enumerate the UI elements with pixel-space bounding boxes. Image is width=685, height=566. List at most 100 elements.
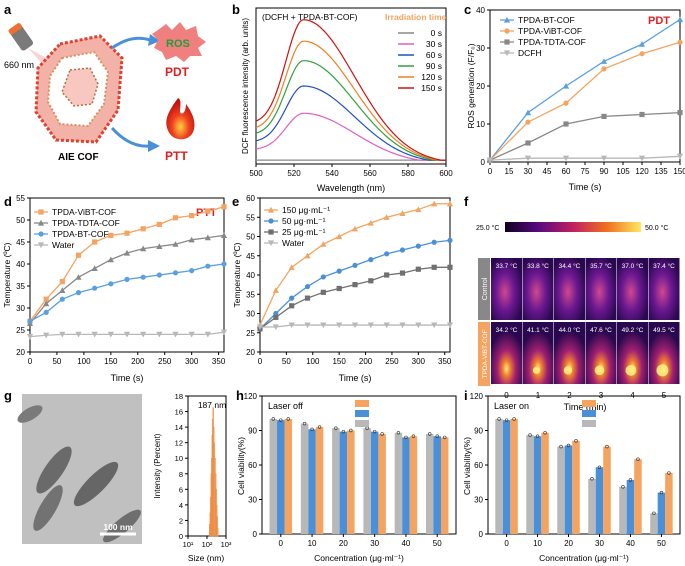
y-tick-label-g: 8 xyxy=(179,470,183,479)
data-point-e-0 xyxy=(336,233,343,240)
y-tick-label-e: 45 xyxy=(246,252,255,261)
data-point-c-0 xyxy=(562,82,570,89)
data-point-d-2 xyxy=(108,281,114,287)
thermal-cell-0-4 xyxy=(617,258,648,320)
x-tick-label-e: 350 xyxy=(438,357,452,366)
replicate-dot-h-2-2 xyxy=(334,426,338,430)
y-tick-label-g: 18 xyxy=(175,392,183,401)
flame-icon xyxy=(166,98,195,140)
data-point-d-1 xyxy=(75,274,82,280)
panel-g: g 100 nm 0 2 4 6 8 10 12 14 16 18 10¹ 10² 10³ 187 nm… xyxy=(4,388,232,563)
bar-i-2-3 xyxy=(588,478,596,534)
y-tick-label-c: 30 xyxy=(476,44,485,53)
legend-label-d-3: Water xyxy=(52,240,75,250)
x-tick-label-d: 150 xyxy=(104,357,118,366)
data-point-d-2 xyxy=(189,268,195,274)
data-point-c-2 xyxy=(525,140,531,146)
data-point-d-3 xyxy=(204,331,211,338)
plot-area-c: 0 15 30 45 60 75 90 105 120 135 150 0 10 20 30 40 TPDA-B… xyxy=(476,6,685,176)
replicate-dot-h-1-5 xyxy=(435,434,439,438)
x-tick-label-c: 135 xyxy=(654,167,668,176)
y-axis-label-i: Cell viability(%) xyxy=(462,437,472,495)
plot-area-g: 0 2 4 6 8 10 12 14 16 18 10¹ 10² 10³ xyxy=(175,392,232,549)
legend-marker-c-0 xyxy=(503,16,511,23)
data-point-e-0 xyxy=(320,241,327,247)
data-point-d-0 xyxy=(189,213,195,219)
data-point-e-1 xyxy=(352,262,358,268)
bar-i-1-4 xyxy=(626,479,635,534)
legend-label-e-1: 50 μg·mL⁻¹ xyxy=(282,216,326,226)
x-tick-label-c: 15 xyxy=(505,167,514,176)
y-tick-label-e: 50 xyxy=(246,233,255,242)
tem-image: 100 nm xyxy=(17,394,142,544)
data-point-d-0 xyxy=(75,252,82,258)
x-tick-label-d: 250 xyxy=(158,357,172,366)
data-point-c-2 xyxy=(601,113,607,119)
x-tick-label-b: 560 xyxy=(363,169,377,178)
data-point-e-3 xyxy=(256,324,264,331)
bar-i-0-5 xyxy=(665,473,673,534)
replicate-dot-i-0-5 xyxy=(667,471,671,475)
data-point-d-3 xyxy=(188,331,195,338)
y-tick-label-i: 0 xyxy=(479,530,484,539)
replicate-dot-h-0-4 xyxy=(411,434,416,438)
replicate-dot-h-0-5 xyxy=(443,435,447,440)
spectrum-line-b-2 xyxy=(255,85,446,161)
y-axis-label-b: DCF fluorescence intensity (arb. units) xyxy=(241,18,250,154)
y-tick-label-e: 30 xyxy=(246,310,255,319)
legend-marker-e-0 xyxy=(267,206,275,213)
series-line-c-2 xyxy=(489,111,681,161)
thermal-temp-0-0: 33.7 °C xyxy=(496,262,518,270)
colorbar-min-label: 25.0 °C xyxy=(476,224,499,232)
replicate-dot-h-1-0 xyxy=(279,418,283,422)
legend-swatch-i-2 xyxy=(582,420,596,427)
bar-h-2-1 xyxy=(300,423,309,534)
replicate-dot-h-2-1 xyxy=(302,421,307,426)
x-axis-label-b: Wavelength (nm) xyxy=(317,183,385,193)
data-point-c-0 xyxy=(600,58,608,64)
series-line-c-0 xyxy=(489,18,681,161)
legend-swatch-h-1 xyxy=(355,410,369,417)
panel-letter-i: i xyxy=(464,388,468,403)
y-tick-label-e: 25 xyxy=(246,329,255,338)
data-point-d-3 xyxy=(107,331,114,338)
bar-h-2-0 xyxy=(269,419,278,534)
x-tick-label-d: 100 xyxy=(77,357,91,366)
data-point-d-2 xyxy=(221,261,227,267)
replicate-dot-i-2-0 xyxy=(497,417,501,421)
thermal-temp-0-5: 37.4 °C xyxy=(653,262,675,270)
data-point-d-1 xyxy=(156,243,163,249)
panel-a: a 660 nm AIE COF ROS PDT PTT xyxy=(4,2,206,163)
replicate-dot-h-0-1 xyxy=(317,425,322,429)
panel-c: c PDT 0 15 30 45 60 75 90 105 120 135 150 0 10 20 30 40… xyxy=(464,2,685,192)
data-point-c-1 xyxy=(677,39,683,45)
spectrum-line-b-5 xyxy=(255,19,446,161)
legend-swatch-h-0 xyxy=(355,400,369,407)
x-tick-label-e: 300 xyxy=(412,357,426,366)
data-point-d-0 xyxy=(43,296,49,302)
thermal-temp-0-2: 34.4 °C xyxy=(559,262,581,270)
legend-label-b-5: 150 s xyxy=(421,83,442,93)
bar-h-0-3 xyxy=(378,433,386,534)
data-point-c-2 xyxy=(563,121,569,127)
y-tick-label-h: 0 xyxy=(253,530,258,539)
thermal-cell-0-0 xyxy=(491,258,522,320)
y-tick-label-c: 40 xyxy=(476,6,485,15)
legend-marker-d-0 xyxy=(38,209,44,215)
y-tick-label-g: 14 xyxy=(175,423,183,432)
y-tick-label-c: 20 xyxy=(476,82,485,91)
ros-label: ROS xyxy=(166,38,190,50)
data-point-d-3 xyxy=(43,332,50,339)
x-axis-label-h: Concentration (μg·ml⁻¹) xyxy=(314,553,404,563)
data-point-c-2 xyxy=(639,111,645,118)
thermal-image-grid: 33.7 °C 33.8 °C 34.4 °C 35.7 °C 37.0 °C 37.4 … xyxy=(491,258,680,384)
x-tick-label-d: 350 xyxy=(212,357,226,366)
x-tick-label-g: 10¹ xyxy=(183,540,194,549)
ptt-label: PTT xyxy=(165,149,188,163)
data-point-d-1 xyxy=(140,245,147,252)
thermal-temp-1-5: 49.5 °C xyxy=(653,326,675,334)
y-tick-label-h: 60 xyxy=(248,461,257,470)
arrow-head-ptt xyxy=(148,140,160,152)
x-tick-label-d: 0 xyxy=(28,357,33,366)
bar-h-0-0 xyxy=(284,419,293,534)
